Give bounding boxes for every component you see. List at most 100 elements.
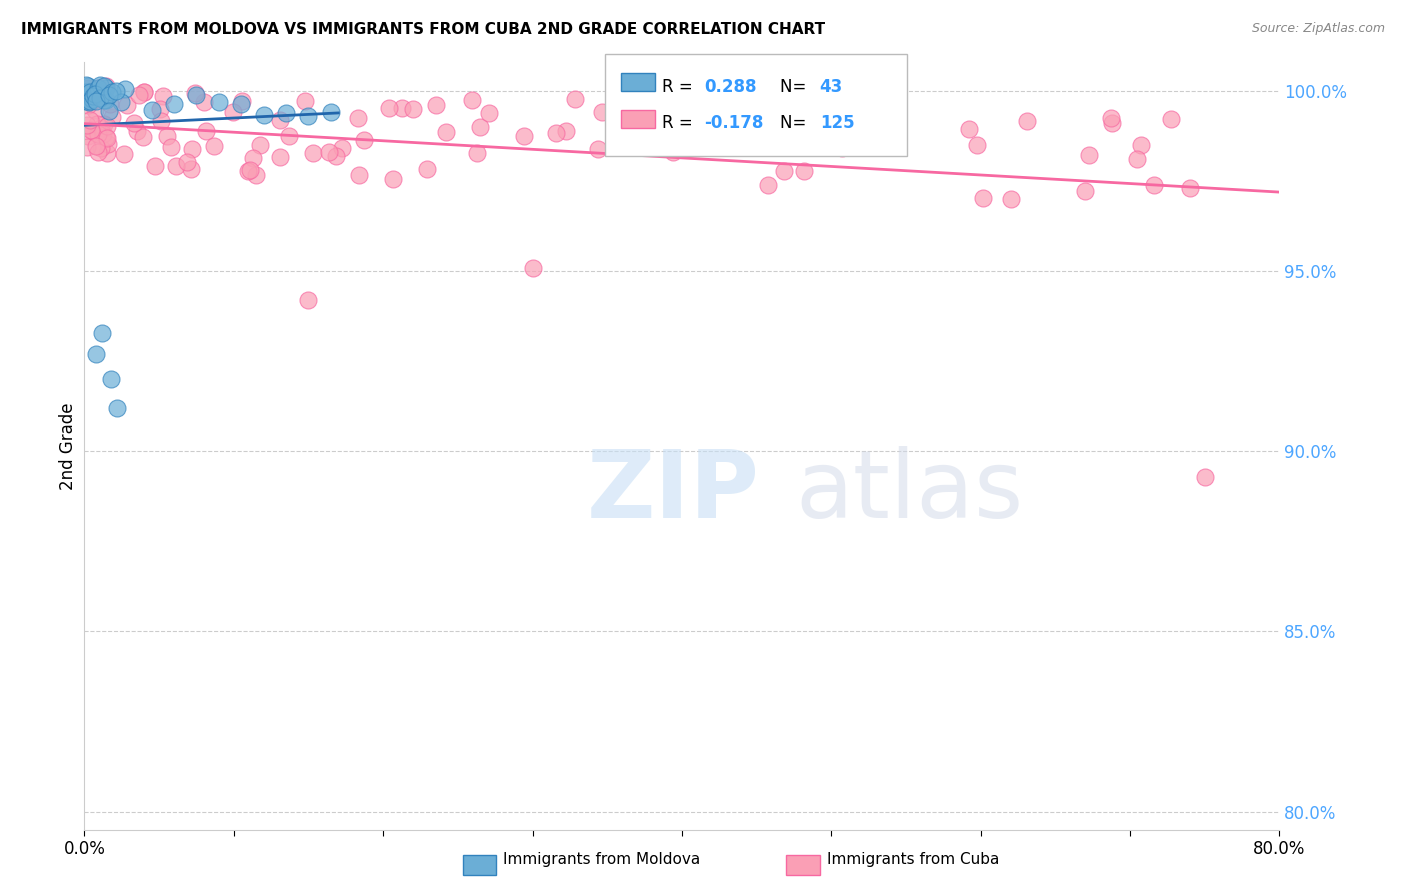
Point	[662, 145, 685, 159]
Point	[391, 102, 413, 116]
Point	[378, 101, 401, 115]
Point	[77, 95, 100, 109]
Point	[87, 80, 110, 95]
Point	[75, 78, 97, 93]
Point	[83, 85, 105, 99]
Point	[269, 150, 291, 164]
Point	[1101, 116, 1123, 130]
Point	[972, 191, 994, 205]
Point	[100, 85, 122, 99]
Point	[470, 120, 492, 135]
Point	[249, 138, 271, 153]
Point	[79, 93, 101, 107]
Point	[165, 159, 187, 173]
Point	[808, 119, 831, 133]
Point	[1125, 152, 1147, 166]
Point	[880, 105, 903, 120]
Point	[80, 92, 103, 106]
Point	[756, 178, 779, 193]
Point	[105, 401, 128, 416]
Point	[76, 78, 98, 93]
Point	[564, 92, 586, 106]
Point	[793, 164, 815, 178]
Point	[644, 112, 666, 127]
Point	[156, 128, 179, 143]
Point	[149, 102, 172, 116]
Point	[115, 98, 138, 112]
Point	[76, 140, 98, 154]
Point	[79, 95, 101, 109]
Point	[127, 123, 149, 137]
Point	[176, 155, 198, 169]
Point	[84, 87, 107, 101]
Point	[101, 110, 124, 124]
Point	[84, 95, 107, 109]
Point	[522, 260, 544, 275]
Point	[79, 85, 101, 99]
Point	[744, 106, 766, 120]
Point	[77, 129, 100, 144]
Point	[253, 108, 276, 122]
Point	[347, 111, 370, 125]
Point	[97, 87, 120, 102]
Point	[325, 149, 347, 163]
Point	[221, 105, 243, 120]
Point	[554, 124, 576, 138]
Point	[141, 103, 163, 117]
Point	[434, 125, 457, 139]
Text: Immigrants from Moldova: Immigrants from Moldova	[503, 853, 700, 867]
Point	[1143, 178, 1166, 192]
Point	[160, 140, 183, 154]
Point	[79, 91, 101, 105]
Point	[773, 164, 796, 178]
Point	[586, 142, 609, 156]
Point	[302, 146, 325, 161]
Point	[89, 85, 111, 99]
Point	[93, 117, 115, 131]
Point	[96, 93, 118, 107]
Point	[319, 105, 342, 120]
Point	[318, 145, 340, 160]
Point	[294, 94, 316, 108]
Point	[82, 88, 104, 103]
Point	[1160, 112, 1182, 127]
Point	[96, 130, 118, 145]
Point	[132, 86, 155, 100]
Point	[114, 82, 136, 96]
Point	[1178, 181, 1201, 195]
Point	[382, 171, 405, 186]
Point	[163, 96, 186, 111]
Point	[349, 169, 371, 183]
Point	[90, 141, 112, 155]
Point	[86, 87, 108, 102]
Point	[76, 80, 98, 95]
Point	[87, 127, 110, 141]
Point	[966, 137, 988, 152]
Point	[96, 119, 118, 133]
Point	[90, 121, 112, 136]
Point	[1074, 184, 1097, 198]
Text: atlas: atlas	[796, 446, 1024, 538]
Point	[180, 162, 202, 177]
Point	[1194, 469, 1216, 483]
Point	[239, 162, 262, 177]
Point	[94, 130, 117, 145]
Point	[245, 169, 267, 183]
Point	[80, 87, 103, 101]
Point	[181, 142, 204, 156]
Point	[80, 122, 103, 136]
Point	[97, 103, 120, 118]
Point	[100, 372, 122, 386]
Point	[150, 113, 173, 128]
Point	[89, 90, 111, 104]
Point	[425, 97, 447, 112]
Point	[478, 105, 501, 120]
Point	[86, 117, 108, 131]
Point	[91, 326, 114, 340]
Text: N=: N=	[780, 78, 811, 95]
Point	[831, 141, 853, 155]
Point	[297, 293, 319, 307]
Text: ZIP: ZIP	[586, 446, 759, 538]
Point	[93, 93, 115, 107]
Point	[132, 85, 155, 99]
